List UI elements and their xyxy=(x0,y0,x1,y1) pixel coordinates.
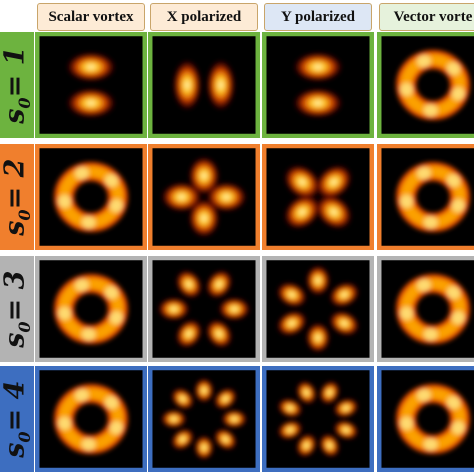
row-label-3: s0= 3 xyxy=(0,256,34,362)
beam-image-r4-c1 xyxy=(35,366,147,472)
row-value: = 4 xyxy=(0,380,31,432)
row-label-1: s0= 1 xyxy=(0,32,34,138)
beam-image-r2-c3 xyxy=(262,144,374,250)
row-symbol: s xyxy=(0,332,31,348)
row-subscript: 0 xyxy=(15,97,35,109)
row-symbol: s xyxy=(0,442,31,458)
beam-image-r2-c4 xyxy=(377,144,474,250)
beam-image-r1-c2 xyxy=(148,32,260,138)
row-label-2: s0= 2 xyxy=(0,144,34,250)
row-value: = 3 xyxy=(0,270,31,322)
beam-image-r3-c1 xyxy=(35,256,147,362)
row-value: = 1 xyxy=(0,46,31,98)
beam-image-r4-c3 xyxy=(262,366,374,472)
beam-image-r1-c4 xyxy=(377,32,474,138)
row-symbol: s xyxy=(0,108,31,124)
beam-image-r4-c4 xyxy=(377,366,474,472)
beam-image-r3-c4 xyxy=(377,256,474,362)
beam-image-r1-c1 xyxy=(35,32,147,138)
column-header-1: Scalar vortex xyxy=(37,3,145,31)
row-label-4: s0= 4 xyxy=(0,366,34,472)
beam-image-r2-c1 xyxy=(35,144,147,250)
column-header-3: Y polarized xyxy=(264,3,372,31)
row-symbol: s xyxy=(0,220,31,236)
beam-image-r2-c2 xyxy=(148,144,260,250)
row-subscript: 0 xyxy=(15,209,35,221)
beam-image-r3-c2 xyxy=(148,256,260,362)
column-header-2: X polarized xyxy=(150,3,258,31)
row-subscript: 0 xyxy=(15,321,35,333)
beam-image-r4-c2 xyxy=(148,366,260,472)
row-value: = 2 xyxy=(0,158,31,210)
beam-image-r3-c3 xyxy=(262,256,374,362)
beam-image-r1-c3 xyxy=(262,32,374,138)
column-header-4: Vector vorte xyxy=(379,3,474,31)
row-subscript: 0 xyxy=(15,431,35,443)
